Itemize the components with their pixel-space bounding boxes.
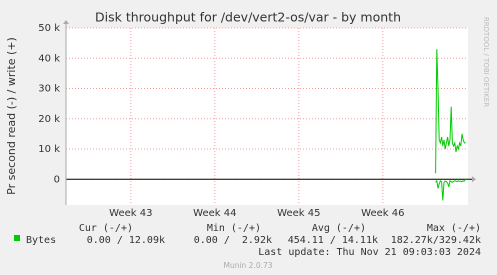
legend-header: Max (-/+) bbox=[427, 223, 481, 234]
x-tick-label: Week 45 bbox=[277, 208, 320, 219]
y-tick-label: 0 bbox=[54, 174, 60, 185]
data-line bbox=[435, 49, 466, 174]
axis-arrow bbox=[63, 20, 69, 24]
y-tick-label: 30 k bbox=[38, 84, 60, 95]
legend-value: 0.00 / 2.92k bbox=[194, 235, 272, 246]
y-axis-label: Pr second read (-) / write (+) bbox=[5, 37, 18, 195]
legend-swatch bbox=[14, 235, 20, 241]
y-tick-label: 10 k bbox=[38, 144, 60, 155]
legend-value: 0.00 / 12.09k bbox=[87, 235, 165, 246]
legend-label: Bytes bbox=[26, 235, 56, 246]
footer: Munin 2.0.73 bbox=[223, 261, 272, 270]
legend-value: 454.11 / 14.11k bbox=[288, 235, 378, 246]
x-tick-label: Week 43 bbox=[109, 208, 152, 219]
x-tick-label: Week 46 bbox=[361, 208, 404, 219]
y-tick-label: 40 k bbox=[38, 53, 60, 64]
last-update: Last update: Thu Nov 21 09:03:03 2024 bbox=[258, 247, 481, 258]
x-tick-label: Week 44 bbox=[193, 208, 236, 219]
y-tick-label: 20 k bbox=[38, 114, 60, 125]
plot-area bbox=[66, 28, 468, 205]
y-tick-label: 50 k bbox=[38, 23, 60, 34]
legend-header: Avg (-/+) bbox=[312, 223, 366, 234]
side-label: RRDTOOL / TOBI OETIKER bbox=[482, 17, 490, 107]
legend-header: Cur (-/+) bbox=[79, 223, 133, 234]
chart-title: Disk throughput for /dev/vert2-os/var - … bbox=[95, 10, 401, 25]
axis-arrow bbox=[472, 176, 476, 183]
legend-header: Min (-/+) bbox=[207, 223, 261, 234]
legend-value: 182.27k/329.42k bbox=[391, 235, 481, 246]
data-line bbox=[435, 179, 467, 201]
